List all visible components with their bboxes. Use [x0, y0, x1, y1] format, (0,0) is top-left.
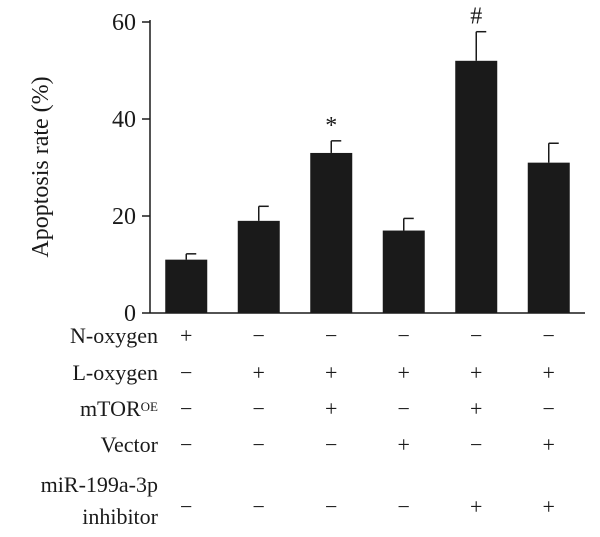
condition-sign: +: [325, 396, 338, 421]
significance-marker: #: [470, 4, 482, 30]
condition-sign: −: [470, 432, 483, 457]
condition-sign: +: [252, 360, 265, 385]
condition-sign: −: [252, 323, 265, 348]
bar: [310, 152, 353, 313]
bar: [527, 162, 570, 313]
condition-sign: −: [252, 494, 265, 519]
condition-sign: −: [397, 323, 410, 348]
condition-sign: −: [397, 396, 410, 421]
significance-marker: *: [325, 113, 337, 139]
condition-label: L-oxygen: [72, 360, 158, 385]
y-tick-label: 20: [112, 204, 136, 230]
condition-sign: −: [325, 494, 338, 519]
condition-sign: −: [180, 396, 193, 421]
condition-sign: −: [180, 494, 193, 519]
condition-label: inhibitor: [82, 504, 158, 529]
condition-sign: +: [542, 360, 555, 385]
condition-sign: −: [180, 360, 193, 385]
condition-sign: +: [470, 494, 483, 519]
condition-sign: −: [180, 432, 193, 457]
condition-sign: −: [325, 432, 338, 457]
condition-sign: +: [325, 360, 338, 385]
condition-label: N-oxygen: [70, 323, 158, 348]
condition-sign: −: [397, 494, 410, 519]
condition-sign: −: [325, 323, 338, 348]
y-axis-label: Apoptosis rate (%): [28, 76, 54, 257]
y-tick-label: 40: [112, 107, 136, 133]
bar: [382, 230, 425, 313]
axes: 0 20 40 60: [112, 10, 585, 327]
condition-sign: −: [252, 432, 265, 457]
bar: [165, 259, 208, 313]
condition-sign: −: [542, 396, 555, 421]
bars: *#: [165, 4, 570, 313]
condition-label: miR-199a-3p: [40, 472, 158, 497]
condition-sign: +: [542, 432, 555, 457]
y-tick-label: 0: [124, 301, 136, 327]
condition-sign: −: [470, 323, 483, 348]
condition-sign: −: [252, 396, 265, 421]
condition-sign: +: [397, 432, 410, 457]
condition-label: mTOROE: [79, 396, 158, 421]
bar: [237, 220, 280, 313]
condition-sign: +: [180, 323, 193, 348]
condition-label: Vector: [100, 432, 158, 457]
y-tick-label: 60: [112, 10, 136, 36]
condition-sign: +: [397, 360, 410, 385]
condition-sign: +: [470, 396, 483, 421]
condition-label-superscript: OE: [140, 399, 158, 414]
condition-sign: +: [470, 360, 483, 385]
condition-sign: +: [542, 494, 555, 519]
condition-sign: −: [542, 323, 555, 348]
bar: [455, 60, 498, 313]
